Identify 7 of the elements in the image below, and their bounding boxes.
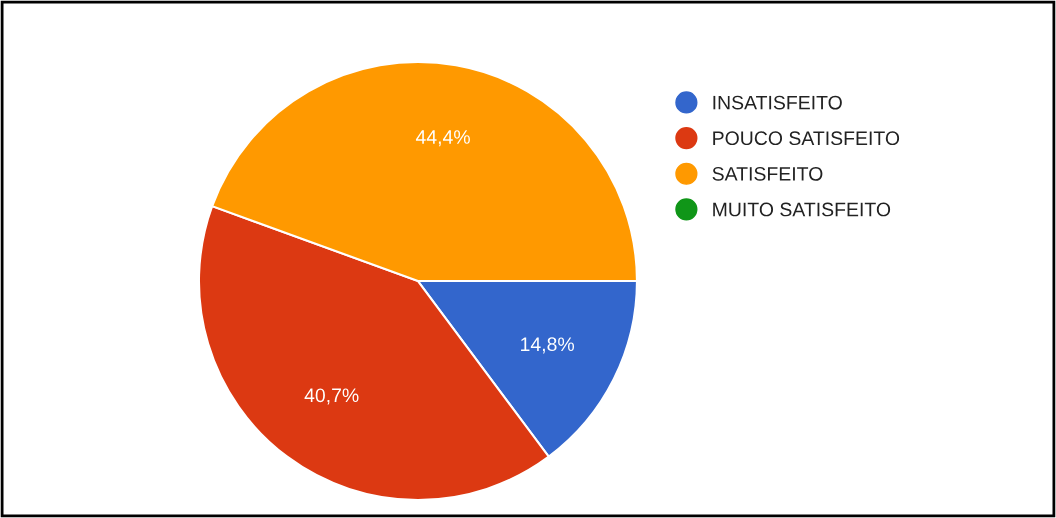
data-label: 44,4% — [415, 130, 470, 147]
legend-label: INSATISFEITO — [713, 95, 842, 110]
data-label: 14,8% — [521, 337, 575, 354]
data-label: 40,7% — [304, 388, 359, 405]
legend-label: MUITO SATISFEITO — [713, 202, 891, 217]
legend-label: POUCO SATISFEITO — [713, 131, 900, 146]
legend-label: SATISFEITO — [712, 166, 823, 181]
